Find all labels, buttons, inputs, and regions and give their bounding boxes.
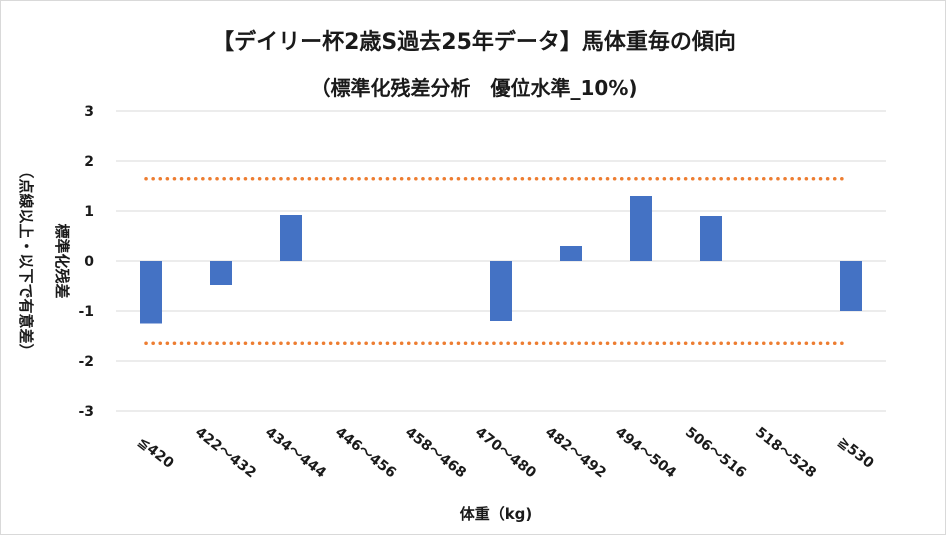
chart-subtitle: （標準化残差分析 優位水準_10%) — [310, 76, 637, 100]
bars — [140, 196, 862, 324]
x-tick-labels: ≦420 422～432 434～444 446～456 458～468 470～480 4… — [134, 424, 876, 481]
bar — [280, 215, 302, 261]
bar — [210, 261, 232, 285]
y-tick-label: 3 — [84, 104, 94, 120]
x-tick-label: 458～468 — [402, 424, 469, 481]
y-tick-label: -3 — [78, 404, 94, 420]
bar — [630, 196, 652, 261]
y-tick-labels: 3 2 1 0 -1 -2 -3 — [78, 104, 94, 420]
y-tick-label: -2 — [78, 354, 94, 370]
y-tick-label: 1 — [84, 204, 94, 220]
x-tick-label: 422～432 — [192, 424, 259, 481]
bar — [560, 246, 582, 261]
y-tick-label: 2 — [84, 154, 94, 170]
bar — [700, 216, 722, 261]
y-tick-label: -1 — [78, 304, 94, 320]
bar — [490, 261, 512, 321]
x-tick-label: 494～504 — [612, 424, 679, 481]
threshold-lines — [144, 177, 848, 345]
x-axis-label: 体重（kg) — [460, 505, 533, 523]
x-tick-label: 482～492 — [542, 424, 609, 481]
x-tick-label: 446～456 — [332, 424, 399, 481]
x-tick-label: 434～444 — [262, 424, 329, 481]
y-tick-label: 0 — [84, 254, 94, 270]
x-tick-label: ≧530 — [834, 434, 876, 472]
x-tick-label: 506～516 — [682, 424, 749, 481]
bar — [140, 261, 162, 324]
y-axis-label-outer: （点線以上・以下で有意差） — [17, 163, 35, 358]
x-tick-label: ≦420 — [134, 434, 176, 472]
y-axis-label-inner: 標準化残差 — [53, 223, 71, 298]
bar — [840, 261, 862, 311]
chart-title: 【デイリー杯2歳S過去25年データ】馬体重毎の傾向 — [212, 29, 736, 55]
x-tick-label: 518～528 — [752, 424, 819, 481]
x-tick-label: 470～480 — [472, 424, 539, 481]
